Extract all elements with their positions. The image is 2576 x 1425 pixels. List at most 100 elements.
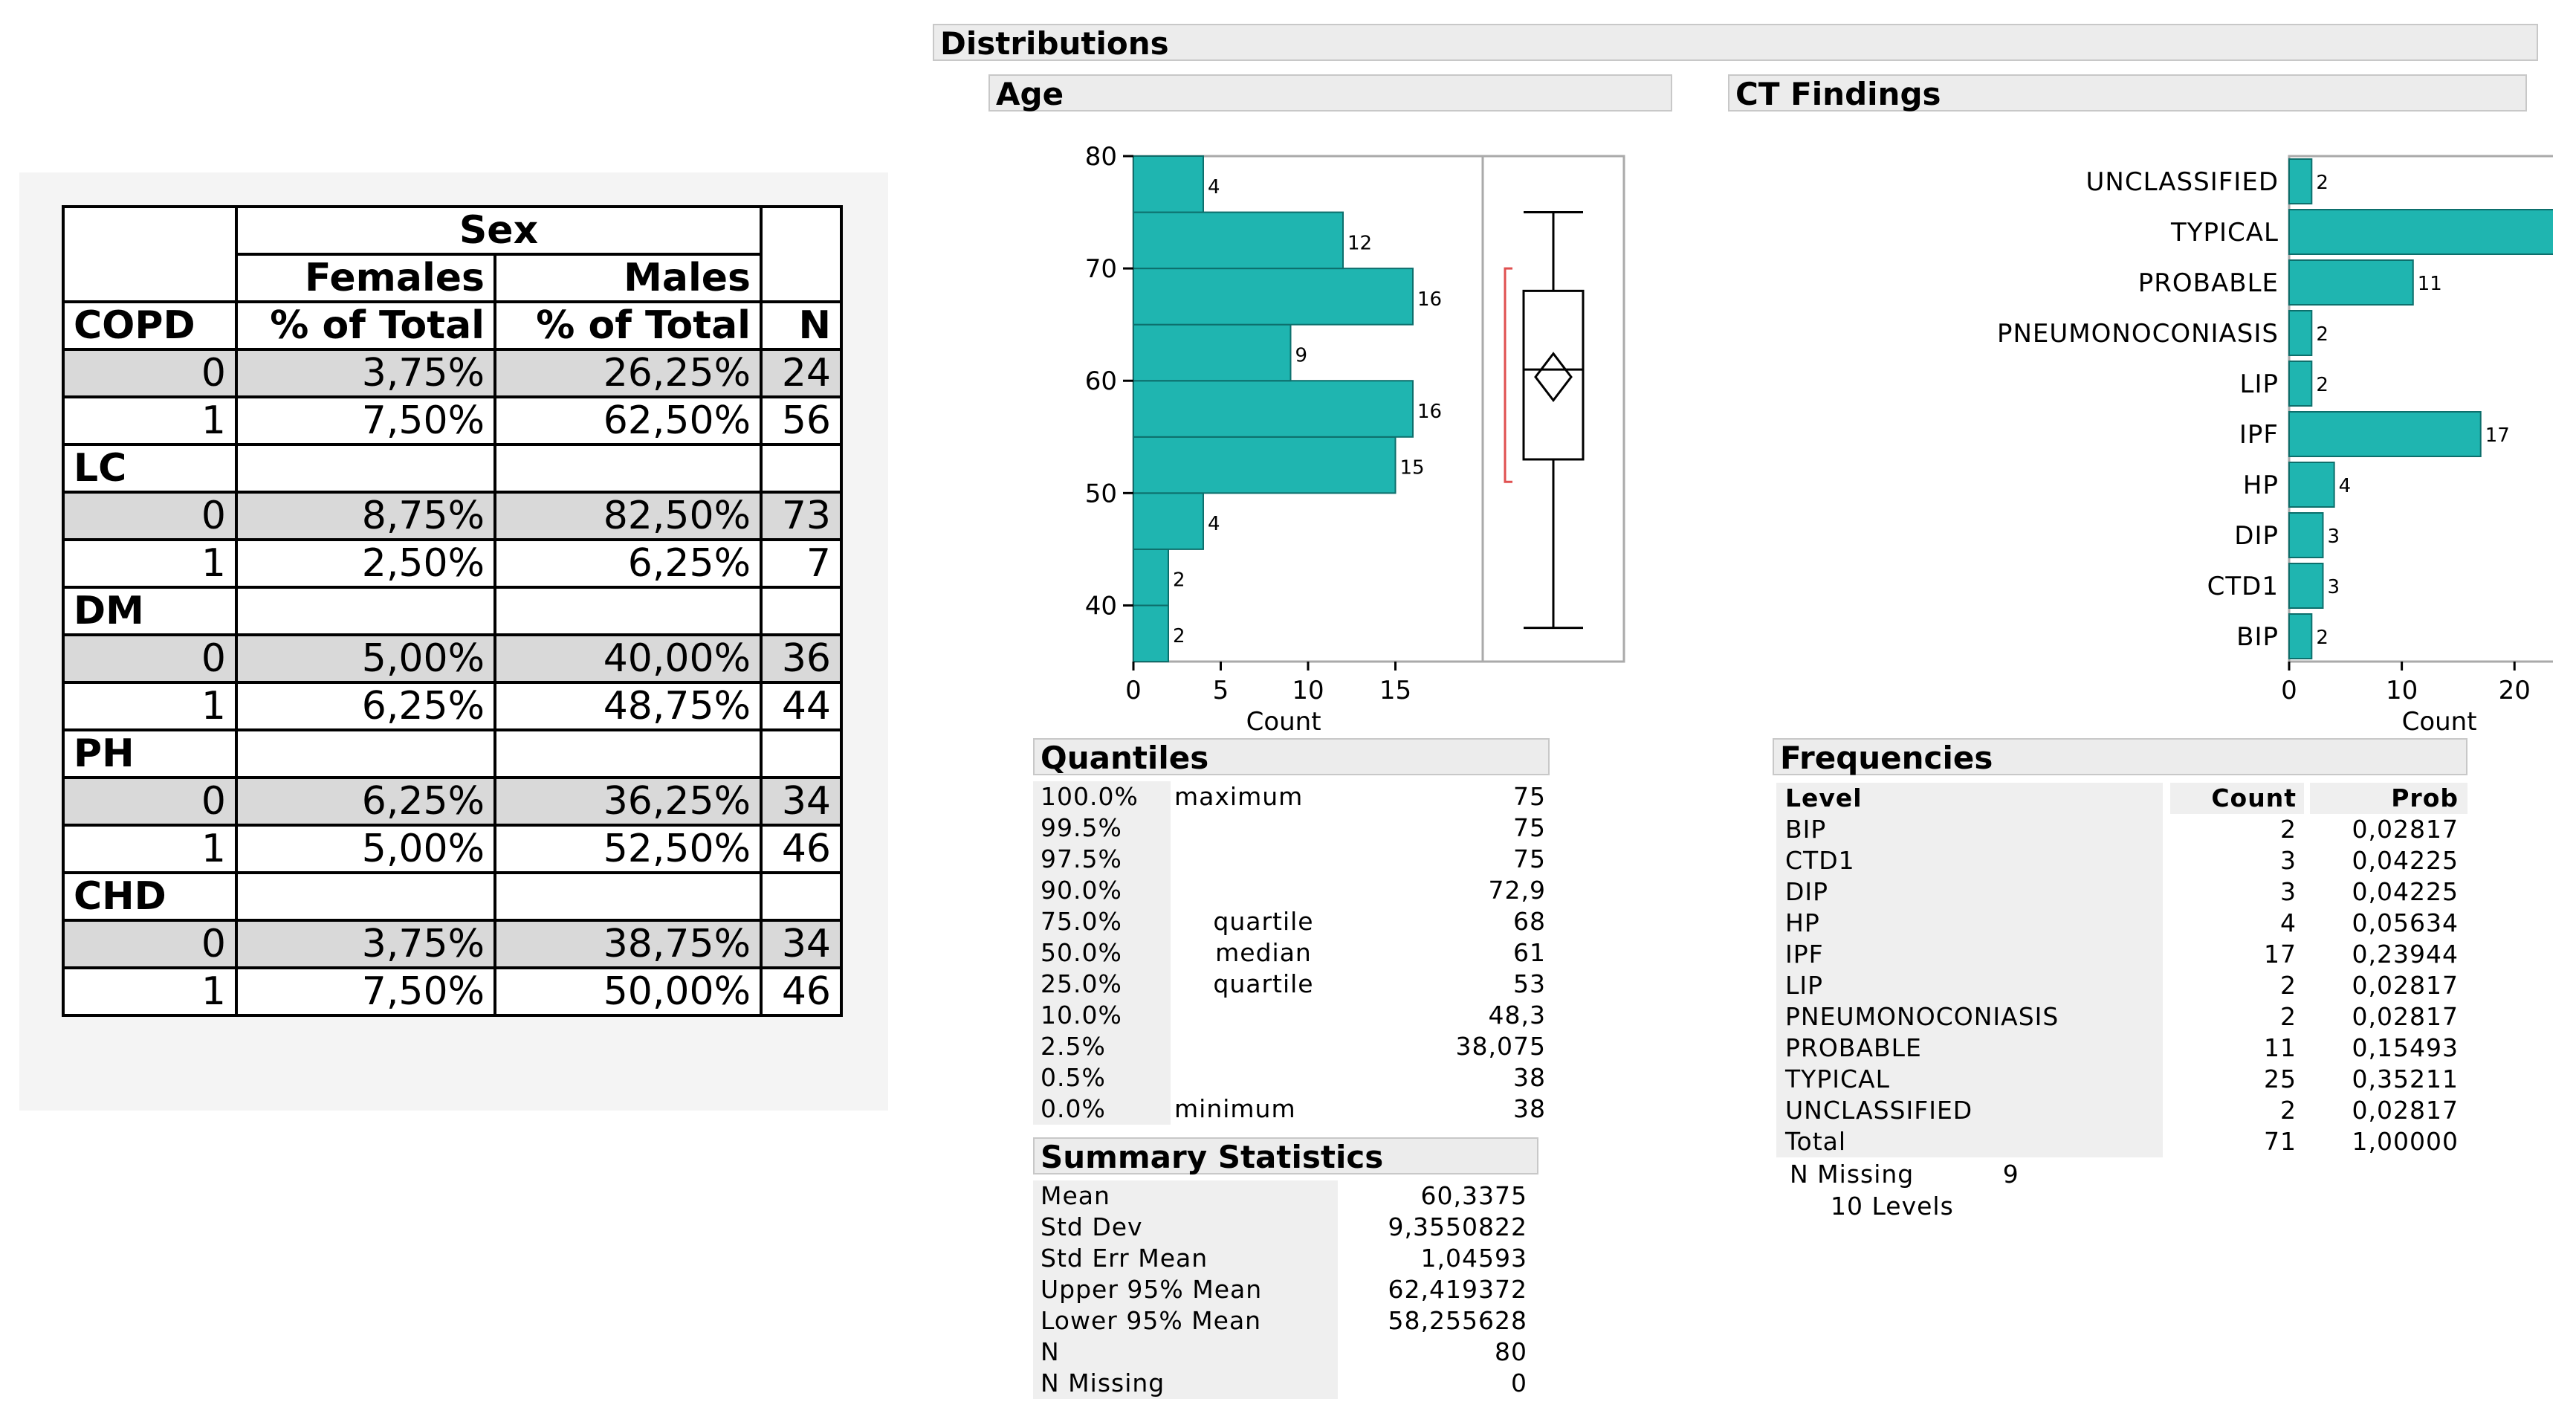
ct-outline-header[interactable]: CT Findings [1728,74,2527,112]
ct-bar-label: 11 [2418,273,2442,295]
quantile-pct: 50.0% [1033,937,1171,969]
freq-prob-header: Prob [2310,783,2467,814]
n-missing-row: N Missing 9 [1790,1160,2019,1189]
quantile-pct: 97.5% [1033,844,1171,875]
n-value: 24 [760,348,843,398]
quantiles-title: Quantiles [1041,740,1209,776]
ct-category-label: UNCLASSIFIED [2086,167,2279,197]
ct-bar-label: 3 [2327,576,2340,598]
quantile-pct: 100.0% [1033,781,1171,812]
freq-prob: 0,23944 [2352,940,2459,969]
ct-xtick-label: 0 [2281,676,2297,705]
shortest-half-bracket [1504,267,1512,483]
group-blank [760,443,843,494]
age-histogram-bar [1133,492,1204,550]
age-xtick-label: 10 [1292,676,1324,705]
age-bar-label: 4 [1208,176,1220,198]
freq-level: HP [1776,908,2163,939]
ct-bar-label: 2 [2316,627,2329,649]
quantile-value: 38 [1513,1063,1546,1092]
ct-bar-label: 2 [2316,374,2329,396]
crosstab-row: 0 8,75% 82,50% 73 [62,491,843,541]
frequencies-outline-header[interactable]: Frequencies [1773,738,2467,776]
distributions-outline-header[interactable]: Distributions [933,24,2538,62]
summary-table: Mean 60,3375 Std Dev 9,3550822 Std Err Mean 1… [1033,1180,1538,1403]
quantile-row: 97.5% 75 [1033,844,1546,875]
ct-bar [2288,411,2482,457]
group-blank [493,871,763,922]
freq-prob: 0,02817 [2352,971,2459,1000]
freq-level: DIP [1776,876,2163,908]
males-value: 50,00% [493,966,763,1017]
quantile-row: 100.0% maximum 75 [1033,781,1546,812]
age-outline-header[interactable]: Age [988,74,1672,112]
n-value: 34 [760,776,843,827]
ct-category-label: TYPICAL [2170,218,2279,248]
distributions-report: Distributions Age CT Findings 2 2 4 15 16 9 16… [888,21,2560,1403]
quantile-pct: 90.0% [1033,875,1171,906]
quantile-pct: 75.0% [1033,906,1171,937]
quantile-value: 48,3 [1488,1001,1546,1030]
age-histogram-bar [1133,155,1204,213]
ct-bar [2288,563,2324,609]
age-histogram-bar [1133,604,1169,663]
quantiles-outline-header[interactable]: Quantiles [1033,738,1550,776]
boxplot-box [1522,289,1585,461]
age-bar-label: 15 [1400,457,1425,479]
quantile-row: 25.0% quartile 53 [1033,969,1546,1000]
summary-value: 60,3375 [1420,1181,1527,1210]
males-value: 82,50% [493,491,763,541]
frequencies-row: DIP 3 0,04225 [1776,876,2467,908]
ct-bar [2288,462,2335,508]
quantile-label: quartile [1213,969,1314,998]
row-level: 1 [62,681,238,731]
n-corner-cell [760,205,843,302]
ct-xaxis-label: Count [2402,707,2477,737]
boxplot-mean-diamond [1534,352,1573,403]
summary-label: Lower 95% Mean [1033,1305,1338,1337]
freq-prob: 1,00000 [2352,1127,2459,1156]
age-xtick-label: 0 [1125,676,1142,705]
frequencies-row: LIP 2 0,02817 [1776,970,2467,1001]
group-label-chd: CHD [62,871,238,922]
freq-prob: 0,05634 [2352,908,2459,937]
quantile-pct: 0.5% [1033,1062,1171,1093]
quantile-row: 10.0% 48,3 [1033,1000,1546,1031]
row-level: 0 [62,348,238,398]
summary-outline-header[interactable]: Summary Statistics [1033,1137,1538,1175]
ct-bar-label: 17 [2485,424,2510,447]
ct-category-label: IPF [2239,420,2279,450]
summary-label: N Missing [1033,1368,1338,1399]
ct-bar-label: 2 [2316,172,2329,194]
group-blank [235,586,496,636]
n-value: 34 [760,919,843,969]
quantile-value: 61 [1513,938,1546,967]
freq-prob: 0,02817 [2352,815,2459,844]
summary-label: Std Dev [1033,1212,1338,1243]
females-value: 7,50% [235,395,496,446]
quantile-label: minimum [1174,1094,1296,1123]
freq-level: BIP [1776,814,2163,845]
males-value: 36,25% [493,776,763,827]
males-value: 52,50% [493,824,763,874]
quantile-value: 75 [1513,782,1546,811]
ct-category-label: HP [2243,471,2279,500]
freq-count: 2 [2280,1002,2297,1031]
age-xaxis-label: Count [1246,707,1321,737]
males-header: Males [493,253,763,303]
freq-level: PROBABLE [1776,1033,2163,1064]
freq-prob: 0,04225 [2352,877,2459,906]
quantile-value: 75 [1513,844,1546,873]
frequencies-title: Frequencies [1780,740,1993,776]
ct-bar [2288,158,2313,204]
quantiles-table: 100.0% maximum 75 99.5% 75 97.5% 75 90.0% 72,9 75… [1033,781,1546,1131]
freq-level-header: Level [1776,783,2163,814]
freq-prob: 0,04225 [2352,846,2459,875]
females-value: 3,75% [235,348,496,398]
crosstab-row: 1 7,50% 62,50% 56 [62,395,843,446]
quantile-pct: 25.0% [1033,969,1171,1000]
age-xtick-label: 15 [1379,676,1411,705]
freq-prob: 0,35211 [2352,1064,2459,1093]
frequencies-row: Total 71 1,00000 [1776,1126,2467,1157]
females-value: 6,25% [235,776,496,827]
